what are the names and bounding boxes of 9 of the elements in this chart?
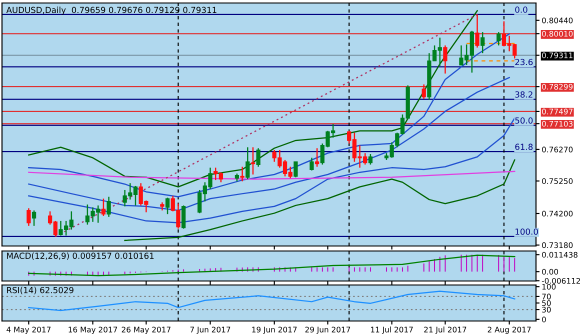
chart-title: RSI(14) 62.5029 xyxy=(7,286,74,294)
annotation: 23.6 xyxy=(515,58,533,66)
chart-title: AUDUSD,Daily 0.79659 0.79676 0.79129 0.79311 xyxy=(6,6,216,15)
chart-title: MACD(12,26,9) 0.009157 0.010161 xyxy=(7,252,154,260)
annotation: 61.8 xyxy=(515,144,533,150)
annotation: 38.2 xyxy=(515,91,532,98)
annotation: 100.0 xyxy=(516,228,538,235)
annotation: 50.0 xyxy=(515,117,533,124)
annotation: 0.0 xyxy=(515,6,528,13)
